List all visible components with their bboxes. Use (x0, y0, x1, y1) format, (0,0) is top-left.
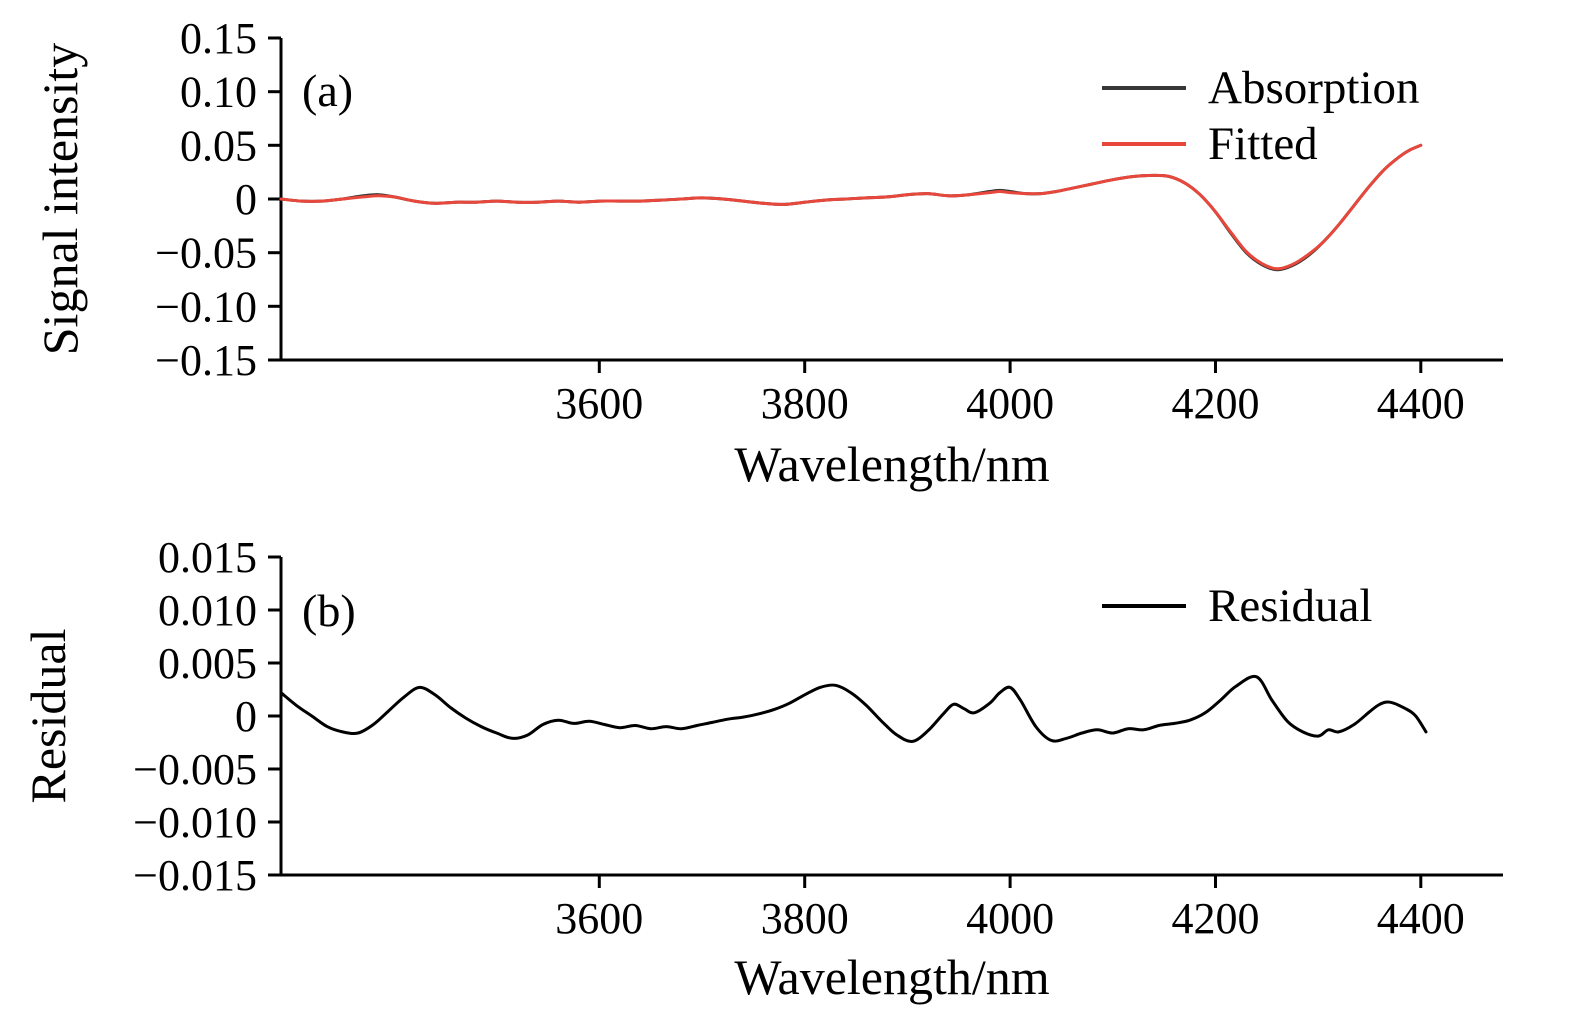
x-tick-label: 4000 (966, 894, 1054, 943)
fitted-line-swatch (1102, 142, 1186, 146)
panel-b-x-axis-label: Wavelength/nm (734, 949, 1050, 1005)
y-tick-label: 0.15 (180, 14, 257, 63)
y-tick-label: −0.005 (133, 745, 257, 794)
legend-item-absorption: Absorption (1102, 60, 1420, 116)
legend-item-residual: Residual (1102, 578, 1372, 634)
y-tick-label: −0.15 (155, 336, 257, 385)
residual-line-swatch (1102, 604, 1186, 608)
x-tick-label: 4200 (1172, 894, 1260, 943)
panel-b-label: (b) (302, 585, 356, 636)
panel-a-plot-area: 0.15 0.10 0.05 0 −0.05 −0.10 −0.15 3600 3800 4000… (155, 14, 1503, 428)
panel-b-plot-area: 0.015 0.010 0.005 0 −0.005 −0.010 −0.015 3600 38… (133, 533, 1503, 943)
y-tick-label: 0 (235, 175, 257, 224)
panel-a-x-axis-label: Wavelength/nm (734, 436, 1050, 492)
x-tick-label: 4400 (1377, 379, 1465, 428)
legend-label-absorption: Absorption (1208, 62, 1420, 114)
x-tick-label: 3800 (761, 379, 849, 428)
y-tick-label: −0.010 (133, 798, 257, 847)
y-tick-label: 0.010 (158, 586, 257, 635)
series-fitted-line (279, 143, 1423, 271)
x-tick-label: 4200 (1172, 379, 1260, 428)
absorption-panel-svg: 0.15 0.100.05 0 −0.05−0.10 −0.15 3600 3800 4000… (155, 14, 1503, 428)
x-tick-label: 4000 (966, 379, 1054, 428)
y-tick-label: −0.015 (133, 851, 257, 900)
x-tick-label: 3600 (555, 894, 643, 943)
x-tick-label: 3800 (761, 894, 849, 943)
legend-label-residual: Residual (1208, 580, 1373, 632)
panel-b-y-axis-label: Residual (20, 628, 76, 804)
x-tick-label: 3600 (555, 379, 643, 428)
panel-a-y-axis-label: Signal intensity (32, 42, 88, 356)
y-tick-label: 0.015 (158, 533, 257, 582)
legend-label-fitted: Fitted (1208, 118, 1318, 170)
panel-a-legend: Absorption Fitted (1102, 60, 1420, 172)
y-tick-label: −0.05 (155, 229, 257, 278)
series-residual-line (279, 674, 1428, 743)
y-tick-label: 0 (235, 692, 257, 741)
y-tick-label: 0.10 (180, 68, 257, 117)
panel-b-legend: Residual (1102, 578, 1372, 634)
y-tick-label: −0.10 (155, 282, 257, 331)
legend-item-fitted: Fitted (1102, 116, 1420, 172)
y-tick-label: 0.005 (158, 639, 257, 688)
absorption-line-swatch (1102, 86, 1186, 90)
y-tick-label: 0.05 (180, 121, 257, 170)
x-tick-label: 4400 (1377, 894, 1465, 943)
panel-a-label: (a) (302, 65, 354, 116)
